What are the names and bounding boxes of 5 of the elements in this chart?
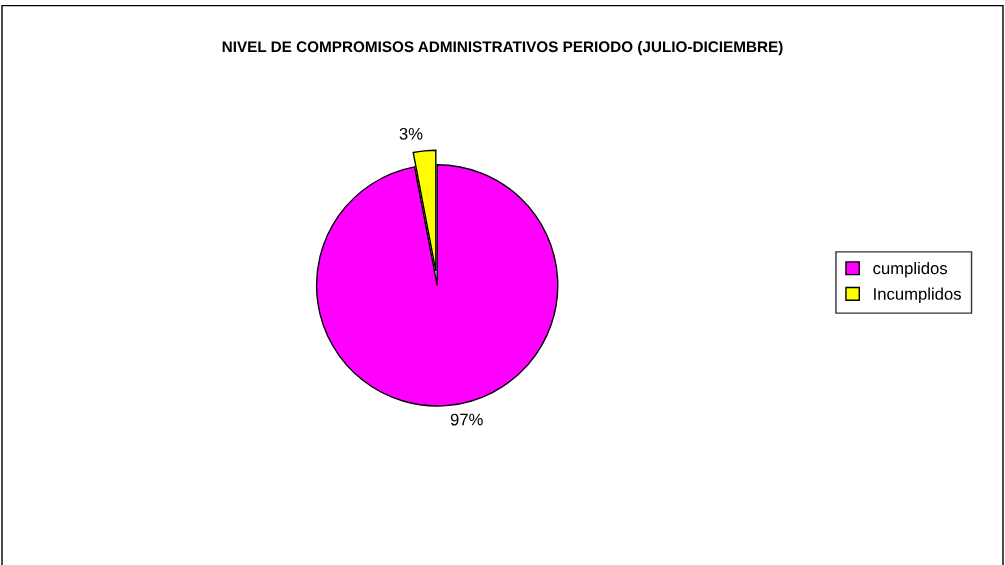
data-label: 97% bbox=[450, 413, 483, 426]
data-label: 3% bbox=[399, 127, 423, 140]
legend-label: cumplidos bbox=[873, 261, 948, 278]
chart-title: NIVEL DE COMPROMISOS ADMINISTRATIVOS PERIODO (JULIO-DICIEMBRE) bbox=[222, 40, 783, 56]
legend-label: Incumplidos bbox=[874, 287, 961, 304]
